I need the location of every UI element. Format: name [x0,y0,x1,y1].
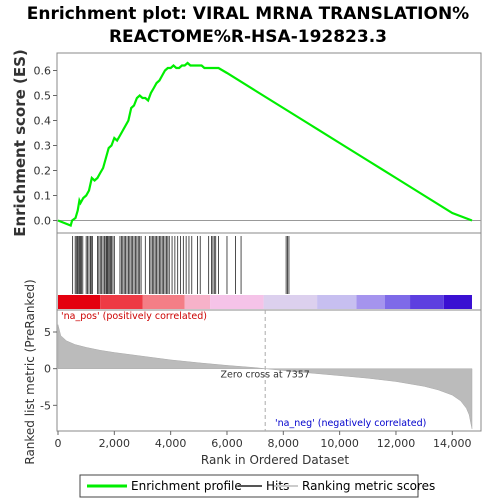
rank-y-axis: 5 0 -5 [40,326,57,412]
x-tick-label: 12,000 [377,437,416,450]
color-bar-segment [410,295,444,309]
x-tick-label: 2,000 [99,437,131,450]
color-bar-segment [443,295,472,309]
color-bar-segment [142,295,185,309]
color-bar-segment [184,295,211,309]
rank-y-tick-label: 0 [44,363,51,376]
na-neg-label: 'na_neg' (negatively correlated) [275,418,426,429]
legend-label-enrichment-profile: Enrichment profile [131,479,242,493]
rank-y-tick-label: 5 [44,326,51,339]
chart-title-line1: Enrichment plot: VIRAL MRNA TRANSLATION% [27,4,469,24]
x-tick-label: 14,000 [433,437,472,450]
legend: Enrichment profile Hits Ranking metric s… [79,474,435,498]
rank-y-tick-label: -5 [40,399,51,412]
color-bar-segment [100,295,143,309]
zero-cross-label: Zero cross at 7357 [221,370,310,381]
es-y-tick-label: 0.0 [34,215,52,228]
es-y-tick-label: 0.5 [34,90,52,103]
ranking-metric-area [57,324,473,429]
es-y-tick-label: 0.2 [34,165,52,178]
x-tick-label: 8,000 [268,437,300,450]
hits-panel [56,232,482,311]
es-plot-frame [56,52,482,234]
color-bar-segment [263,295,318,309]
x-tick-label: 10,000 [320,437,359,450]
rank-color-bar [58,295,472,309]
hit-markers [72,236,290,294]
enrichment-profile-line [57,61,473,227]
es-panel: 0.0 0.1 0.2 0.3 0.4 0.5 0.6 Enrichment score (… [11,49,482,237]
color-bar-segment [356,295,385,309]
es-y-tick-label: 0.1 [34,190,52,203]
x-tick-label: 0 [55,437,62,450]
es-y-axis: 0.0 0.1 0.2 0.3 0.4 0.5 0.6 [34,65,57,228]
es-y-axis-label: Enrichment score (ES) [11,49,29,237]
x-axis-label: Rank in Ordered Dataset [201,453,349,467]
x-axis: 0 2,000 4,000 6,000 8,000 10,000 12,000 14,000 [55,431,472,450]
rank-metric-panel: Zero cross at 7357 'na_pos' (positively … [23,279,482,465]
rank-y-axis-label: Ranked list metric (PreRanked) [23,279,37,464]
color-bar-segment [384,295,411,309]
chart-title-line2: REACTOME%R-HSA-192823.3 [109,27,387,47]
na-pos-label: 'na_pos' (positively correlated) [61,311,207,322]
color-bar-segment [58,295,101,309]
es-y-tick-label: 0.4 [34,115,52,128]
color-bar-segment [210,295,264,309]
color-bar-segment [317,295,357,309]
es-y-tick-label: 0.3 [34,140,52,153]
x-tick-label: 4,000 [155,437,187,450]
es-y-tick-label: 0.6 [34,65,52,78]
x-tick-label: 6,000 [211,437,243,450]
legend-label-ranking-metric: Ranking metric scores [302,479,435,493]
